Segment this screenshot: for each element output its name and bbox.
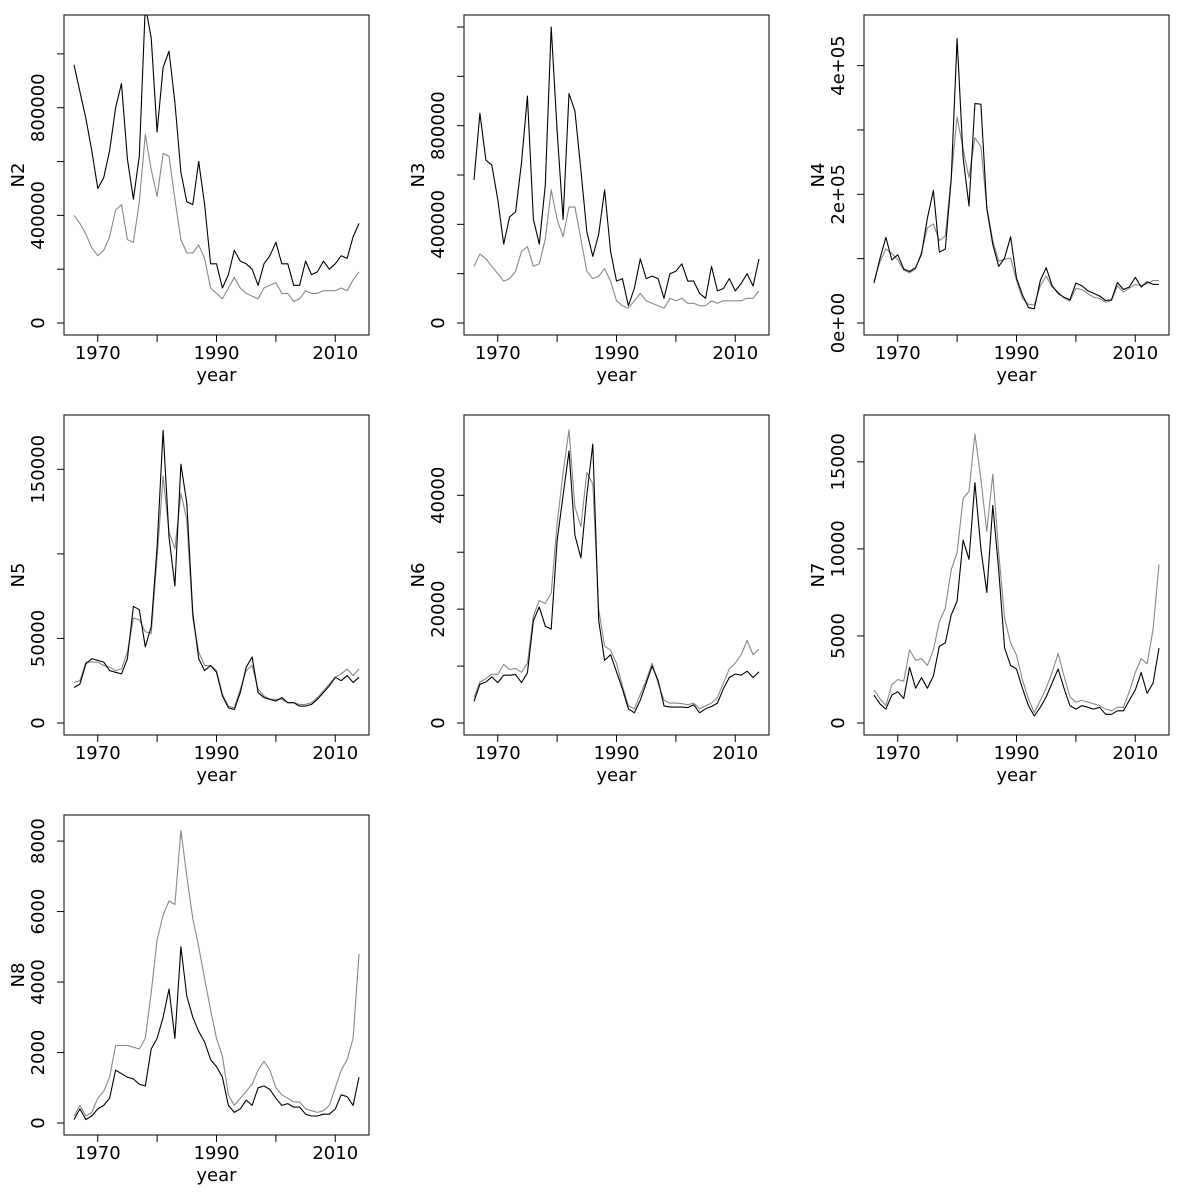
- series-line: [473, 26, 760, 307]
- x-tick-label: 2010: [712, 743, 758, 764]
- x-tick-label: 1990: [994, 343, 1040, 364]
- x-axis-label: year: [596, 365, 637, 386]
- plot-frame: [863, 14, 1170, 336]
- series-line: [873, 38, 1159, 310]
- panel-7: 1970 1990 2010 0 2000 4000 6000 8000 year N8: [8, 814, 370, 1186]
- plot-frame: [463, 14, 770, 336]
- panel-2: 1970 1990 2010 0 400000 800000 year N3: [408, 14, 770, 386]
- x-tick-label: 1970: [475, 343, 521, 364]
- x-tick-label: 1970: [875, 743, 921, 764]
- series-line: [73, 946, 360, 1121]
- panel-4: 1970 1990 2010 0 50000 150000 year N5: [8, 414, 370, 786]
- y-tick-label: 20000: [428, 581, 449, 638]
- plot-frame: [63, 814, 370, 1136]
- y-tick-label: 400000: [28, 181, 49, 250]
- y-tick-label: 15000: [828, 433, 849, 490]
- panel-3: 1970 1990 2010 0e+00 2e+05 4e+05 year N4: [808, 14, 1170, 386]
- x-axis-label: year: [196, 765, 237, 786]
- x-tick-label: 1990: [594, 743, 640, 764]
- series-line: [873, 482, 1160, 717]
- series-line: [73, 15, 360, 289]
- x-axis-label: year: [196, 365, 237, 386]
- y-tick-label: 4e+05: [828, 35, 849, 96]
- y-tick-label: 800000: [28, 73, 49, 142]
- y-axis-label: N3: [408, 163, 429, 188]
- x-tick-label: 1970: [75, 1143, 121, 1164]
- x-tick-label: 1970: [875, 343, 921, 364]
- series-line: [473, 429, 760, 710]
- y-axis-label: N8: [8, 963, 29, 988]
- panel-6: 1970 1990 2010 0 5000 10000 15000 year N7: [808, 414, 1170, 786]
- y-axis-label: N4: [808, 163, 829, 188]
- series-line: [73, 475, 360, 709]
- series-line: [73, 134, 360, 303]
- y-tick-label: 400000: [428, 190, 449, 259]
- y-tick-label: 0: [28, 1117, 49, 1128]
- x-tick-label: 1990: [594, 343, 640, 364]
- y-tick-label: 0: [428, 317, 449, 328]
- y-tick-label: 2000: [28, 1030, 49, 1076]
- x-tick-label: 1990: [194, 743, 240, 764]
- y-tick-label: 40000: [428, 467, 449, 524]
- y-tick-label: 0: [28, 717, 49, 728]
- y-tick-label: 2e+05: [828, 164, 849, 225]
- x-tick-label: 2010: [312, 743, 358, 764]
- y-tick-label: 4000: [28, 959, 49, 1005]
- x-axis-label: year: [996, 365, 1037, 386]
- y-tick-label: 0: [428, 717, 449, 728]
- y-tick-label: 5000: [828, 613, 849, 659]
- plot-frame: [63, 14, 370, 336]
- series-line: [473, 443, 760, 714]
- x-tick-label: 1970: [75, 343, 121, 364]
- series-line: [473, 189, 760, 309]
- plot-frame: [863, 414, 1170, 736]
- x-axis-label: year: [196, 1165, 237, 1186]
- y-tick-label: 0: [828, 717, 849, 728]
- y-tick-label: 0: [28, 317, 49, 328]
- y-axis-label: N5: [8, 563, 29, 588]
- x-axis-label: year: [996, 765, 1037, 786]
- x-tick-label: 2010: [312, 343, 358, 364]
- y-tick-label: 800000: [428, 91, 449, 160]
- y-tick-label: 0e+00: [828, 293, 849, 354]
- y-tick-label: 50000: [28, 610, 49, 667]
- panel-1: 1970 1990 2010 0 400000 800000 year N2: [8, 14, 370, 386]
- y-axis-label: N7: [808, 563, 829, 588]
- series-line: [873, 433, 1160, 714]
- plot-frame: [463, 414, 770, 736]
- x-tick-label: 2010: [1112, 343, 1158, 364]
- series-line: [73, 429, 360, 711]
- y-tick-label: 8000: [28, 818, 49, 864]
- y-axis-label: N2: [8, 163, 29, 188]
- plot-frame: [63, 414, 370, 736]
- x-tick-label: 2010: [1112, 743, 1158, 764]
- x-tick-label: 1970: [475, 743, 521, 764]
- y-axis-label: N6: [408, 563, 429, 588]
- y-tick-label: 150000: [28, 435, 49, 504]
- panel-5: 1970 1990 2010 0 20000 40000 year N6: [408, 414, 770, 786]
- y-tick-label: 10000: [828, 520, 849, 577]
- x-tick-label: 1990: [194, 343, 240, 364]
- x-tick-label: 1990: [994, 743, 1040, 764]
- x-tick-label: 2010: [312, 1143, 358, 1164]
- x-axis-label: year: [596, 765, 637, 786]
- series-line: [73, 829, 360, 1117]
- x-tick-label: 1990: [194, 1143, 240, 1164]
- x-tick-label: 2010: [712, 343, 758, 364]
- y-tick-label: 6000: [28, 889, 49, 935]
- x-tick-label: 1970: [75, 743, 121, 764]
